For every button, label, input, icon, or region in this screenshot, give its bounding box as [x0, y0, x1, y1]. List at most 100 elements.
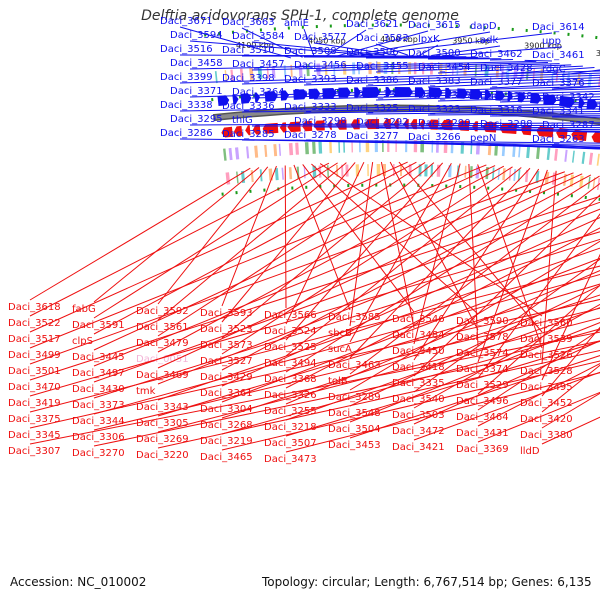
label-leader — [442, 46, 563, 57]
minus-strand-gene — [221, 126, 233, 138]
gene-label: Daci_3325 — [346, 103, 399, 114]
gene-label: Daci_3398 — [222, 73, 275, 84]
label-leader — [413, 340, 600, 425]
gene-label: Daci_3573 — [200, 340, 253, 351]
label-leader — [29, 195, 600, 381]
label-leader — [179, 26, 292, 59]
label-leader — [303, 28, 315, 57]
minus-cog-block — [236, 171, 239, 184]
plus-cog-block — [495, 65, 500, 78]
gene-label: Daci_3618 — [8, 302, 61, 313]
plus-strand-gene — [495, 90, 505, 101]
gene-label: Daci_3523 — [200, 324, 253, 335]
minus-cog-block — [554, 148, 558, 161]
label-leader — [431, 45, 501, 57]
plus-cog-block — [214, 71, 218, 84]
label-leader — [349, 182, 600, 375]
gene-label: Daci_3357 — [356, 89, 409, 100]
label-leader — [365, 77, 600, 87]
label-leader — [285, 162, 365, 325]
label-leader — [419, 44, 439, 56]
gene-label: Daci_3561 — [136, 322, 189, 333]
gene-label: Daci_3364 — [232, 87, 285, 98]
label-leader — [313, 63, 560, 72]
gene-label: Daci_3341 — [532, 106, 585, 117]
gene-label: Daci_3455 — [356, 61, 409, 72]
plus-strand-gene — [578, 97, 585, 109]
gene-label: Daci_3525 — [264, 342, 317, 353]
label-leader — [349, 240, 600, 391]
plus-strand-gene — [456, 88, 468, 99]
gene-label: Daci_3348 — [480, 91, 533, 102]
gene-label: Daci_3517 — [8, 334, 61, 345]
label-leader — [489, 143, 600, 150]
gene-label: Daci_3591 — [72, 320, 125, 331]
gene-label: Daci_3218 — [264, 422, 317, 433]
gene-label: Daci_3461 — [532, 50, 585, 61]
minus-cog-block — [264, 144, 268, 157]
gene-label: Daci_3593 — [200, 308, 253, 319]
gene-label: Daci_3501 — [8, 366, 61, 377]
minus-cog-block — [351, 140, 353, 153]
gene-label: Daci_3621 — [346, 19, 399, 30]
gene-label: Daci_3453 — [328, 440, 381, 451]
minus-cog-block — [494, 143, 499, 156]
minus-cog-block — [376, 164, 381, 177]
gene-label: Daci_3452 — [520, 398, 573, 409]
gene-label: Daci_3420 — [520, 414, 573, 425]
label-leader — [285, 162, 444, 341]
label-leader — [489, 82, 600, 89]
label-leader — [349, 162, 374, 327]
gene-label: Daci_3368 — [264, 374, 317, 385]
gene-label: Daci_3507 — [264, 438, 317, 449]
minus-cog-block — [502, 168, 506, 181]
label-leader — [93, 162, 338, 319]
gene-label: Daci_3286 — [160, 128, 213, 139]
minus-cog-block — [571, 150, 575, 163]
label-leader — [477, 284, 600, 395]
minus-cog-block — [268, 168, 273, 181]
gene-label: Daci_3458 — [170, 58, 223, 69]
label-leader — [427, 142, 600, 150]
label-leader — [349, 322, 600, 423]
label-leader — [189, 85, 600, 98]
gene-label: thiG — [232, 115, 253, 126]
minus-cog-block — [273, 144, 278, 157]
minus-cog-block — [254, 145, 259, 158]
map-title: Delftia acidovorans SPH-1, complete geno… — [141, 8, 459, 24]
plus-strand-gene — [543, 94, 557, 106]
plus-cog-block — [439, 62, 443, 75]
label-leader — [157, 162, 347, 321]
minus-cog-block — [464, 165, 467, 178]
label-leader — [241, 105, 600, 113]
minus-cog-block — [296, 166, 300, 179]
minus-cog-block — [501, 143, 506, 157]
label-leader — [29, 231, 600, 397]
gene-label: Daci_3371 — [170, 86, 223, 97]
minus-cog-block — [535, 170, 540, 184]
gene-label: Daci_0051 — [136, 354, 189, 365]
gene-label: Daci_3419 — [8, 398, 61, 409]
label-leader — [551, 85, 600, 90]
gene-label: lpxK — [418, 34, 440, 45]
gene-label: Daci_3219 — [200, 436, 253, 447]
gene-label: Daci_3288 — [480, 119, 533, 130]
gene-label: Daci_3278 — [284, 130, 337, 141]
gene-label: Daci_3463 — [328, 360, 381, 371]
backbone — [213, 106, 600, 124]
minus-cog-block — [579, 175, 584, 188]
label-leader — [313, 42, 397, 56]
gene-label: Daci_3473 — [264, 454, 317, 465]
minus-strand-gene — [233, 125, 243, 137]
plus-cog-block — [597, 75, 600, 88]
label-leader — [285, 372, 600, 453]
minus-cog-block — [581, 151, 586, 164]
gene-label: Daci_3344 — [72, 416, 125, 427]
plus-strand-gene — [414, 87, 426, 98]
minus-cog-block — [281, 167, 284, 180]
label-leader — [157, 166, 269, 305]
label-leader — [413, 303, 600, 409]
plus-cog-block — [474, 64, 478, 77]
label-leader — [221, 162, 435, 339]
gene-label: lldD — [520, 446, 540, 457]
